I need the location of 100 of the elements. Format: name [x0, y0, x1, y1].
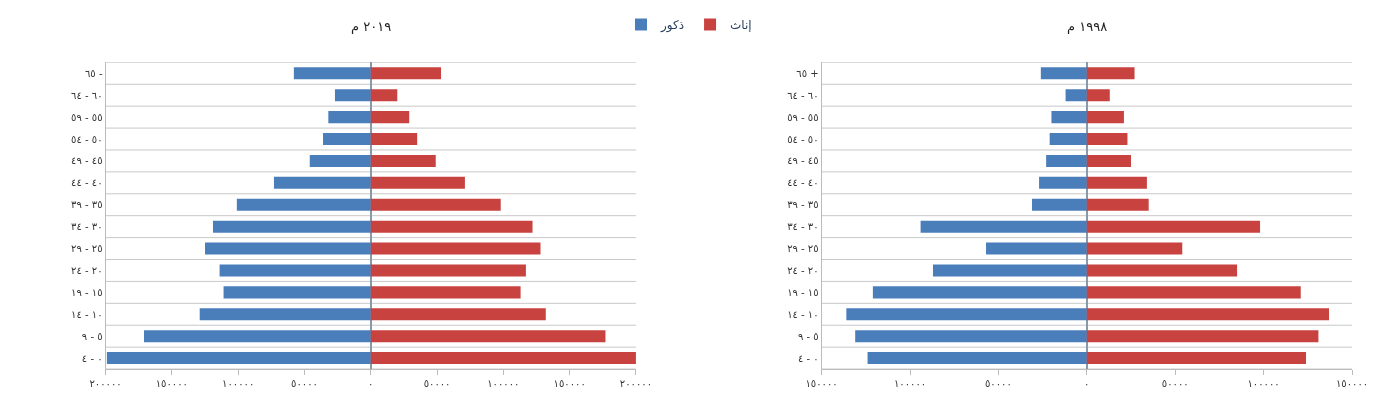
- x-tick-label: ٥٠٠٠٠: [1161, 378, 1189, 390]
- bar: [1086, 133, 1128, 146]
- x-tick-label: ١٥٠٠٠٠: [553, 378, 586, 390]
- bar: [144, 330, 371, 343]
- y-tick-label: ٦٠ - ٦٤: [787, 89, 819, 101]
- y-tick-label: ٠ - ٤: [81, 352, 103, 364]
- bar: [334, 89, 371, 102]
- bar: [370, 286, 521, 299]
- bar: [223, 286, 371, 299]
- bar: [370, 198, 501, 211]
- bar: [1046, 154, 1087, 167]
- bar: [932, 264, 1087, 277]
- bar: [370, 352, 636, 365]
- bar: [370, 264, 526, 277]
- bar: [370, 133, 418, 146]
- y-tick-label: ١٥ - ١٩: [71, 286, 103, 298]
- x-tick-label: ١٥٠٠٠٠: [805, 378, 838, 390]
- y-tick-label: ٥٠ - ٥٤: [71, 133, 103, 145]
- x-tick-label: ٥٠٠٠٠: [423, 378, 451, 390]
- bar: [1049, 133, 1087, 146]
- y-tick-label: ٥ - ٩: [81, 330, 103, 342]
- bar: [1086, 220, 1261, 233]
- y-tick-label: ٥٠ - ٥٤: [787, 133, 819, 145]
- chart-title: ٢٠١٩ م: [351, 19, 392, 34]
- y-tick-label: ٤٥ - ٤٩: [71, 155, 103, 167]
- y-tick-label: ٣٥ - ٣٩: [787, 199, 819, 211]
- x-tick-label: ٢٠٠٠٠٠: [619, 378, 653, 390]
- bar: [1086, 198, 1149, 211]
- y-tick-label: ٦٥ +: [796, 67, 819, 79]
- bar: [205, 242, 371, 255]
- y-tick-label: ١٥ - ١٩: [787, 286, 819, 298]
- bar: [846, 308, 1087, 321]
- y-tick-label: ٣٠ - ٣٤: [71, 221, 103, 233]
- y-tick-label: ٢٥ - ٢٩: [787, 243, 819, 255]
- bar: [1086, 330, 1319, 343]
- x-tick-label: ٢٠٠٠٠٠: [89, 378, 122, 390]
- y-tick-label: ٣٥ - ٣٩: [71, 199, 103, 211]
- x-tick-label: ٥٠٠٠٠: [984, 378, 1012, 390]
- bar: [986, 242, 1087, 255]
- bar: [1031, 198, 1087, 211]
- bar: [1086, 352, 1307, 365]
- bar: [1065, 89, 1087, 102]
- bar: [236, 198, 371, 211]
- bar: [273, 176, 371, 189]
- bar: [867, 352, 1087, 365]
- bar: [212, 220, 371, 233]
- bar: [106, 352, 371, 365]
- bar: [293, 67, 371, 80]
- y-tick-label: ١٠ - ١٤: [71, 308, 103, 320]
- bar: [370, 154, 436, 167]
- bar: [855, 330, 1087, 343]
- x-tick-label: ١٠٠٠٠٠: [1247, 378, 1280, 390]
- y-tick-label: ٢٠ - ٢٤: [787, 264, 819, 276]
- y-tick-label: ٥٥ - ٥٩: [787, 111, 819, 123]
- x-tick-label: ٠: [1084, 378, 1090, 390]
- bar: [872, 286, 1087, 299]
- bar: [1086, 111, 1124, 124]
- bar: [370, 67, 442, 80]
- bar: [1086, 242, 1183, 255]
- bar: [199, 308, 371, 321]
- x-tick-label: ٠: [368, 378, 374, 390]
- y-tick-label: ٤٠ - ٤٤: [787, 177, 819, 189]
- legend-label: إناث: [730, 18, 752, 33]
- y-tick-label: ٦٠ - ٦٤: [71, 89, 103, 101]
- bar: [1086, 176, 1147, 189]
- legend-label: ذكور: [660, 18, 685, 34]
- y-tick-label: ٤٠ - ٤٤: [71, 177, 103, 189]
- bar: [370, 176, 465, 189]
- bar: [1086, 89, 1110, 102]
- y-tick-label: ٥ - ٩: [797, 330, 819, 342]
- bar: [1086, 286, 1301, 299]
- bar: [370, 220, 533, 233]
- bar: [1086, 308, 1330, 321]
- bar: [1039, 176, 1087, 189]
- bar: [1086, 67, 1135, 80]
- bar: [370, 89, 398, 102]
- y-tick-label: ٦٥ -: [85, 67, 103, 79]
- bar: [370, 330, 606, 343]
- y-tick-label: ١٠ - ١٤: [787, 308, 819, 320]
- chart-title: ١٩٩٨ م: [1067, 19, 1108, 34]
- bar: [370, 111, 410, 124]
- y-tick-label: ٥٥ - ٥٩: [71, 111, 103, 123]
- y-tick-label: ٢٠ - ٢٤: [71, 264, 103, 276]
- bar: [370, 308, 546, 321]
- bar: [219, 264, 371, 277]
- x-tick-label: ١٥٠٠٠٠: [1335, 378, 1369, 390]
- y-tick-label: ٣٠ - ٣٤: [787, 221, 819, 233]
- bar: [1051, 111, 1087, 124]
- bar: [328, 111, 371, 124]
- x-tick-label: ١٠٠٠٠٠: [893, 378, 927, 390]
- bar: [1086, 264, 1238, 277]
- y-tick-label: ٠ - ٤: [797, 352, 819, 364]
- bar: [1040, 67, 1087, 80]
- bar: [370, 242, 541, 255]
- x-tick-label: ١٥٠٠٠٠: [155, 378, 188, 390]
- y-tick-label: ٢٥ - ٢٩: [71, 243, 103, 255]
- y-tick-label: ٤٥ - ٤٩: [787, 155, 819, 167]
- bar: [323, 133, 371, 146]
- bar: [1086, 154, 1131, 167]
- x-tick-label: ١٠٠٠٠٠: [222, 378, 255, 390]
